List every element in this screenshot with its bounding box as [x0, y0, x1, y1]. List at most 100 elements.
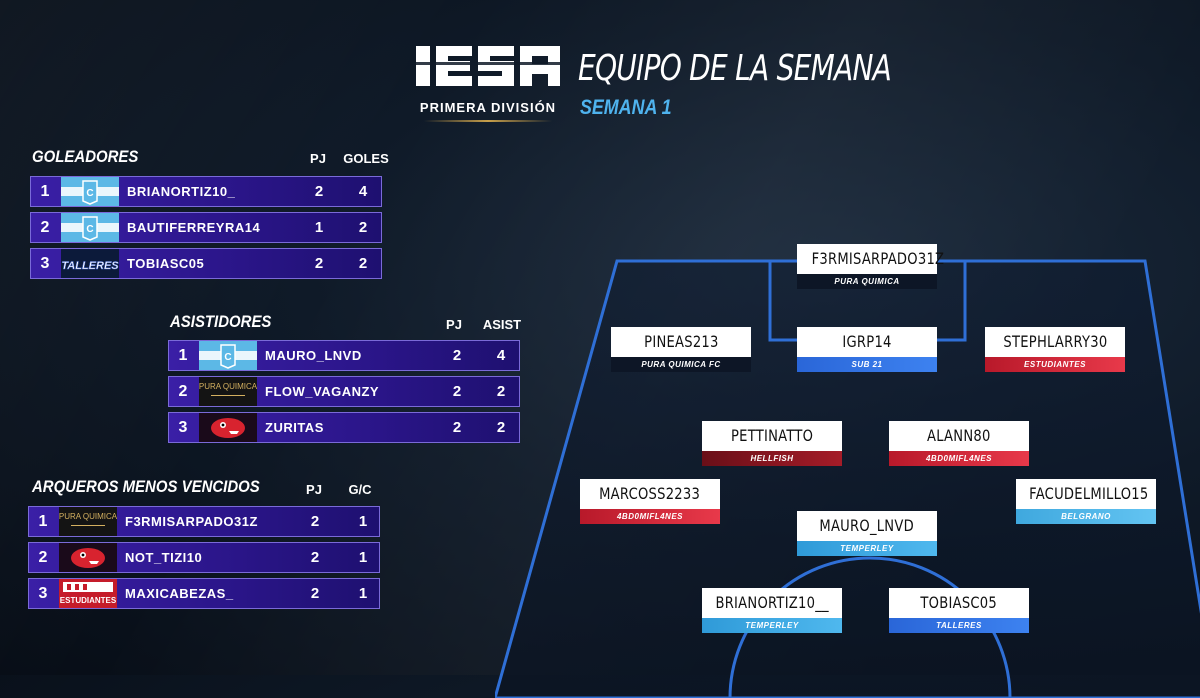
hellfish-badge: [59, 543, 117, 572]
rank: 1: [178, 347, 188, 364]
player-card-club: TALLERES: [889, 618, 1029, 633]
games-played: 1: [314, 219, 324, 236]
talleres-badge: TALLERES: [61, 249, 119, 278]
player-card-club: PURA QUIMICA FC: [611, 357, 751, 372]
rank: 2: [178, 383, 188, 400]
keeper-row: 2 NOT_TIZI10 2 1: [28, 542, 380, 573]
week-label: SEMANA 1: [580, 96, 672, 119]
keepers-title: ARQUEROS MENOS VENCIDOS: [32, 477, 260, 496]
temperley-badge: C: [61, 213, 119, 242]
player-card-cm2[interactable]: ALANN80 4BD0MIFL4NES: [889, 421, 1029, 466]
goals: 2: [358, 255, 368, 272]
goals-conceded: 1: [358, 513, 368, 530]
assists-col-assists: ASIST: [482, 317, 522, 332]
scorer-row: 1 C BRIANORTIZ10_ 2 4: [30, 176, 382, 207]
games-played: 2: [314, 255, 324, 272]
player-card-name: F3RMISARPADO31Z: [797, 244, 944, 274]
player-card-club: SUB 21: [797, 357, 937, 372]
player-name: MAURO_LNVD: [265, 348, 362, 363]
assists: 4: [496, 347, 506, 364]
rank: 2: [38, 549, 48, 566]
svg-text:ESTUDIANTES: ESTUDIANTES: [60, 596, 117, 605]
scorers-title: GOLEADORES: [32, 147, 139, 166]
games-played: 2: [314, 183, 324, 200]
player-card-cm1[interactable]: PETTINATTO HELLFISH: [702, 421, 842, 466]
player-card-club: TEMPERLEY: [797, 541, 937, 556]
player-name: F3RMISARPADO31Z: [125, 514, 258, 529]
player-card-name: MAURO_LNVD: [797, 511, 937, 541]
player-card-gk[interactable]: F3RMISARPADO31Z PURA QUIMICA: [797, 244, 944, 289]
games-played: 2: [452, 419, 462, 436]
keepers-col-pj: PJ: [306, 482, 322, 497]
player-card-club: PURA QUIMICA: [797, 274, 937, 289]
football-pitch: [495, 259, 1200, 698]
player-card-lm[interactable]: MARCOSS2233 4BD0MIFL4NES: [580, 479, 720, 524]
player-name: BRIANORTIZ10_: [127, 184, 236, 199]
assist-row: 1 C MAURO_LNVD 2 4: [168, 340, 520, 371]
player-card-rb[interactable]: STEPHLARRY30 ESTUDIANTES: [985, 327, 1125, 372]
scorers-col-goals: GOLES: [343, 151, 389, 166]
player-name: FLOW_VAGANZY: [265, 384, 380, 399]
player-card-rm[interactable]: FACUDELMILLO15 BELGRANO: [1016, 479, 1156, 524]
player-card-club: ESTUDIANTES: [985, 357, 1125, 372]
assist-row: 2 PURA QUIMICA FLOW_VAGANZY 2 2: [168, 376, 520, 407]
games-played: 2: [452, 383, 462, 400]
player-card-cam[interactable]: MAURO_LNVD TEMPERLEY: [797, 511, 937, 556]
player-card-name: PETTINATTO: [702, 421, 842, 451]
player-card-name: ALANN80: [889, 421, 1029, 451]
player-name: NOT_TIZI10: [125, 550, 203, 565]
rank: 3: [40, 255, 50, 272]
goals: 2: [358, 219, 368, 236]
player-name: MAXICABEZAS_: [125, 586, 234, 601]
player-name: TOBIASC05: [127, 256, 205, 271]
player-card-club: TEMPERLEY: [702, 618, 842, 633]
svg-text:C: C: [86, 188, 93, 199]
games-played: 2: [310, 513, 320, 530]
logo-underline: [424, 120, 552, 122]
keeper-row: 3 ESTUDIANTES MAXICABEZAS_ 2 1: [28, 578, 380, 609]
assists-title: ASISTIDORES: [170, 312, 272, 331]
svg-text:PURA QUIMICA: PURA QUIMICA: [199, 382, 257, 391]
scorer-row: 3 TALLERES TOBIASC05 2 2: [30, 248, 382, 279]
games-played: 2: [310, 549, 320, 566]
keeper-row: 1 PURA QUIMICA F3RMISARPADO31Z 2 1: [28, 506, 380, 537]
player-card-club: HELLFISH: [702, 451, 842, 466]
svg-text:C: C: [86, 224, 93, 235]
player-card-club: 4BD0MIFL4NES: [580, 509, 720, 524]
player-card-cb[interactable]: IGRP14 SUB 21: [797, 327, 937, 372]
hellfish-badge: [199, 413, 257, 442]
estudiantes-badge: ESTUDIANTES: [59, 579, 117, 608]
player-card-club: 4BD0MIFL4NES: [889, 451, 1029, 466]
player-name: BAUTIFERREYRA14: [127, 220, 261, 235]
player-card-lb[interactable]: PINEAS213 PURA QUIMICA FC: [611, 327, 751, 372]
player-card-name: TOBIASC05: [889, 588, 1029, 618]
scorers-col-pj: PJ: [310, 151, 326, 166]
logo-subtitle: PRIMERA DIVISIÓN: [419, 100, 557, 115]
svg-text:C: C: [224, 352, 231, 363]
games-played: 2: [452, 347, 462, 364]
iesa-logo-mark: [416, 46, 560, 86]
goals-conceded: 1: [358, 549, 368, 566]
games-played: 2: [310, 585, 320, 602]
temperley-badge: C: [61, 177, 119, 206]
rank: 3: [178, 419, 188, 436]
pura-quimica-badge: PURA QUIMICA: [199, 377, 257, 406]
rank: 2: [40, 219, 50, 236]
player-card-st2[interactable]: TOBIASC05 TALLERES: [889, 588, 1029, 633]
rank: 3: [38, 585, 48, 602]
player-card-name: STEPHLARRY30: [985, 327, 1125, 357]
player-card-name: MARCOSS2233: [580, 479, 720, 509]
svg-text:TALLERES: TALLERES: [61, 260, 119, 272]
player-card-name: BRIANORTIZ10__: [702, 588, 842, 618]
page-title: EQUIPO DE LA SEMANA: [578, 48, 892, 89]
assists: 2: [496, 419, 506, 436]
player-name: ZURITAS: [265, 420, 324, 435]
player-card-name: PINEAS213: [611, 327, 751, 357]
keepers-col-gc: G/C: [348, 482, 372, 497]
player-card-st1[interactable]: BRIANORTIZ10__ TEMPERLEY: [702, 588, 842, 633]
pura-quimica-badge: PURA QUIMICA: [59, 507, 117, 536]
rank: 1: [40, 183, 50, 200]
assist-row: 3 ZURITAS 2 2: [168, 412, 520, 443]
temperley-badge: C: [199, 341, 257, 370]
rank: 1: [38, 513, 48, 530]
